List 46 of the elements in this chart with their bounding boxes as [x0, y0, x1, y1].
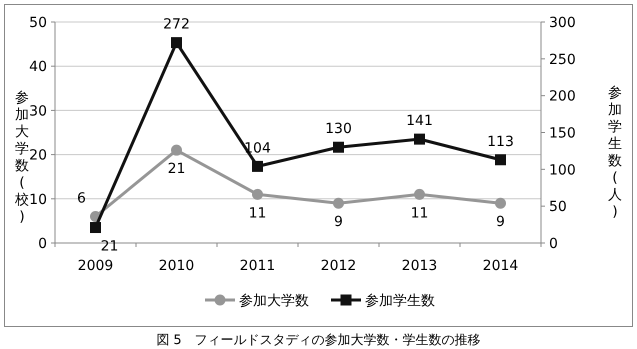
y-tick-label: 30 — [29, 103, 47, 120]
x-tick-label: 2014 — [482, 258, 518, 274]
y-axis-title: 参加大学数(校) — [14, 90, 29, 225]
data-label: 11 — [248, 205, 266, 222]
y2-axis-title: 参加学生数(人) — [608, 85, 622, 220]
legend-label: 参加学生数 — [365, 293, 435, 309]
legend-label: 参加大学数 — [239, 293, 309, 309]
y-tick-label: 20 — [29, 148, 47, 164]
y2-tick-label: 250 — [549, 52, 576, 68]
y2-tick-label: 200 — [549, 88, 576, 105]
point — [333, 198, 344, 209]
y2-tick-label: 50 — [549, 199, 567, 216]
point — [252, 160, 263, 172]
data-label: 9 — [496, 214, 505, 230]
data-label: 21 — [168, 161, 186, 178]
data-label: 272 — [163, 16, 190, 33]
y2-tick-label: 0 — [549, 236, 558, 252]
x-tick-label: 2010 — [158, 258, 194, 274]
y-tick-label: 10 — [29, 192, 47, 208]
point — [333, 142, 344, 153]
y-tick-label: 40 — [29, 59, 47, 76]
x-tick-label: 2012 — [320, 258, 356, 274]
y2-tick-label: 100 — [549, 162, 576, 178]
data-label: 21 — [100, 238, 118, 255]
y-tick-label: 50 — [29, 15, 47, 31]
data-label: 141 — [406, 113, 433, 130]
point — [90, 222, 101, 234]
x-tick-label: 2011 — [240, 258, 276, 274]
y2-tick-label: 150 — [549, 126, 576, 142]
point — [171, 144, 182, 156]
point — [495, 198, 506, 209]
data-label: 6 — [77, 190, 86, 206]
data-label: 113 — [487, 134, 514, 150]
data-label: 11 — [410, 205, 428, 222]
x-tick-label: 2009 — [78, 258, 114, 274]
data-label: 130 — [325, 121, 352, 138]
y-tick-label: 0 — [38, 236, 47, 252]
point — [252, 188, 263, 200]
data-label: 9 — [334, 214, 343, 230]
point — [171, 37, 182, 48]
point — [414, 188, 425, 200]
point — [495, 154, 506, 166]
point — [414, 134, 425, 145]
y2-tick-label: 300 — [549, 15, 576, 31]
caption: 図 5 フィールドスタディの参加大学数・学生数の推移 — [156, 333, 481, 348]
x-tick-label: 2013 — [402, 258, 438, 274]
